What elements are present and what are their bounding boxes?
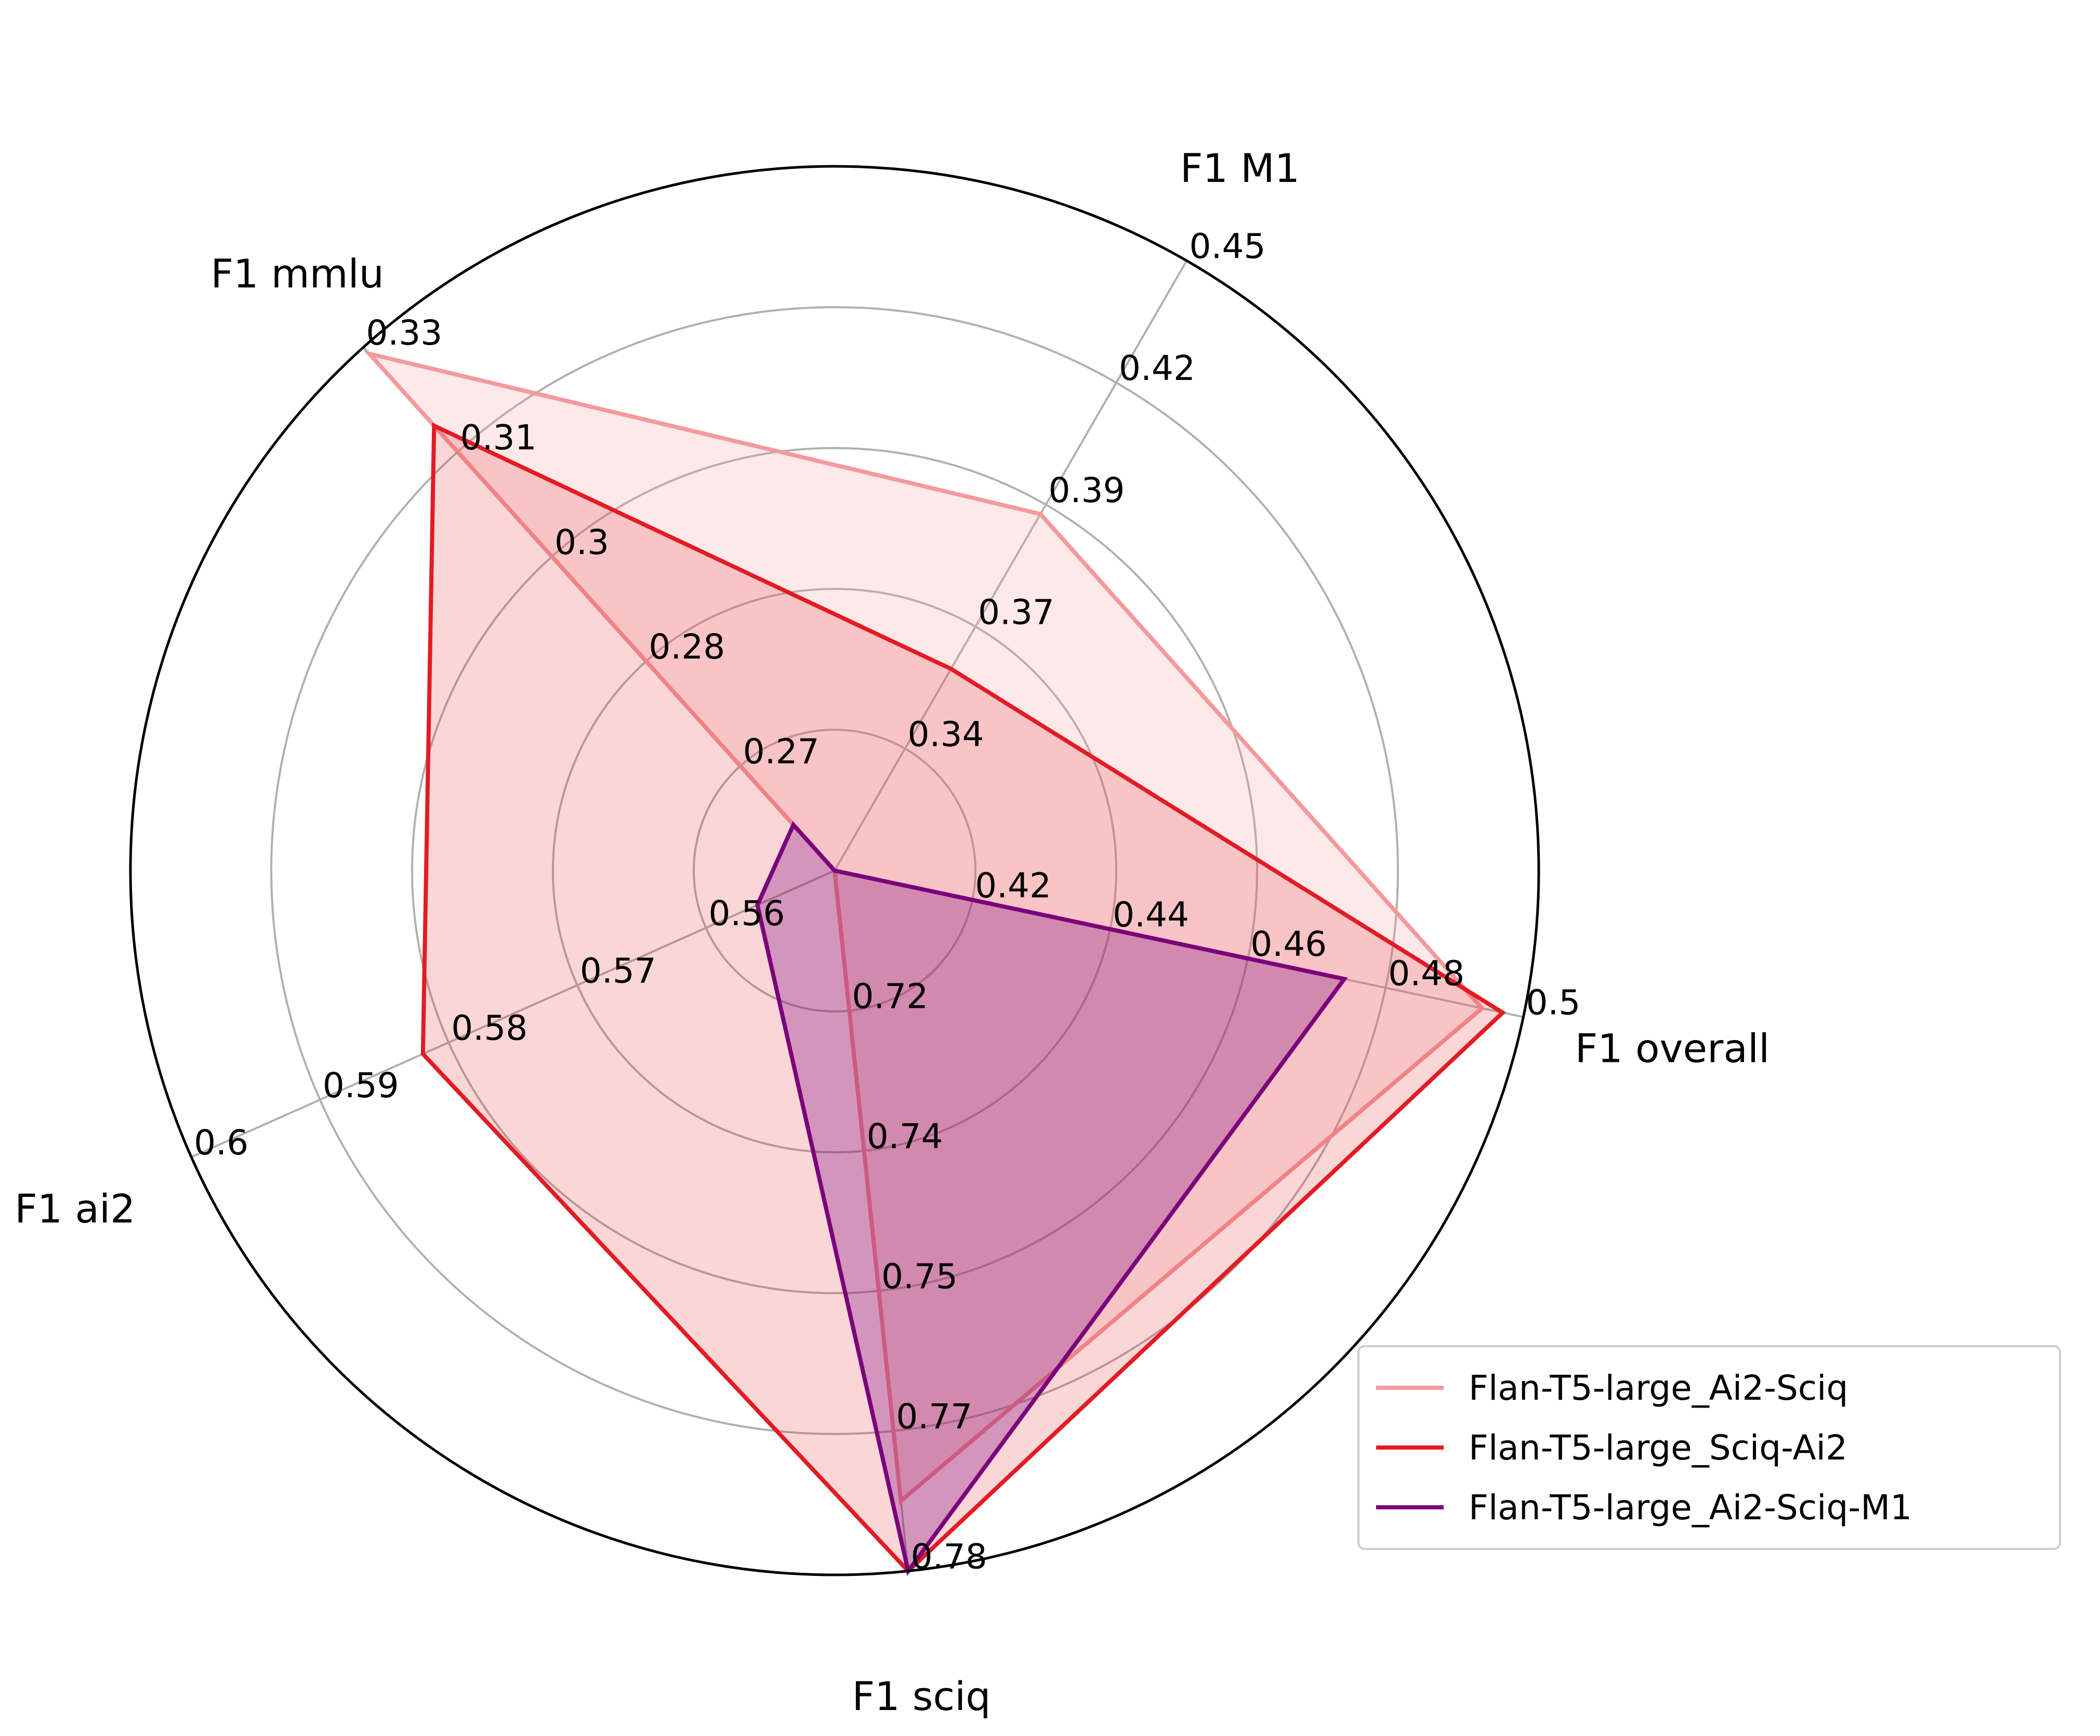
axis-title: F1 M1 [1180,145,1300,191]
tick-label: 0.28 [649,627,725,667]
series-layer [363,350,1507,1576]
tick-label: 0.48 [1388,953,1464,993]
legend-label: Flan-T5-large_Ai2-Sciq [1469,1368,1848,1408]
tick-label: 0.56 [708,893,785,933]
legend-frame [1357,1345,2061,1550]
series-area-2 [422,426,1503,1571]
tick-label: 0.72 [852,977,928,1017]
spoke-4 [191,870,835,1158]
tick-label: 0.6 [194,1123,248,1163]
grid-circle-1 [693,729,976,1012]
tick-label: 0.75 [881,1257,958,1297]
tick-label: 0.34 [908,714,984,754]
tick-label: 0.78 [911,1537,987,1577]
tick-label: 0.42 [1119,348,1195,388]
axis-title: F1 ai2 [15,1186,135,1232]
tick-label: 0.44 [1113,895,1189,935]
axis-title: F1 mmlu [210,251,384,297]
tick-label: 0.37 [978,593,1054,633]
tick-label: 0.31 [460,417,537,457]
tick-label: 0.74 [867,1116,943,1156]
legend: Flan-T5-large_Ai2-Sciq Flan-T5-large_Sciq… [1357,1345,2061,1550]
series-line-2 [420,422,1507,1574]
series-area-3 [757,824,1344,1571]
tick-label: 0.46 [1250,924,1327,964]
tick-label: 0.77 [896,1397,972,1437]
outer-ring [129,165,1540,1576]
tick-label: 0.3 [554,522,609,562]
tick-label: 0.58 [451,1008,527,1048]
axis-title: F1 sciq [852,1673,991,1719]
axis-title-layer: F1 overall F1 M1 F1 mmlu F1 ai2 F1 sciq [15,145,1769,1719]
tick-label: 0.39 [1049,470,1125,510]
grid-circle-3 [411,447,1258,1294]
tick-label: 0.5 [1526,983,1580,1023]
tick-label: 0.33 [366,313,442,353]
tick-label: 0.42 [975,865,1051,905]
grid-circle-4 [270,306,1399,1435]
legend-label: Flan-T5-large_Ai2-Sciq-M1 [1469,1488,1912,1528]
tick-label: 0.45 [1190,227,1266,267]
grid-layer [270,306,1399,1435]
series-line-3 [755,821,1348,1576]
tick-label: 0.27 [743,732,820,772]
series-line-1 [363,350,1485,1505]
axis-title: F1 overall [1575,1025,1770,1072]
legend-label: Flan-T5-large_Sciq-Ai2 [1469,1428,1847,1468]
grid-circle-2 [552,588,1117,1153]
tick-label: 0.59 [323,1066,399,1106]
tick-label-layer: 0.42 0.44 0.46 0.48 0.5 0.34 0.37 0.39 0.42 0.45 0… [194,227,1580,1577]
tick-label: 0.57 [580,951,656,991]
series-area-1 [369,353,1482,1501]
spoke-2 [834,260,1188,872]
